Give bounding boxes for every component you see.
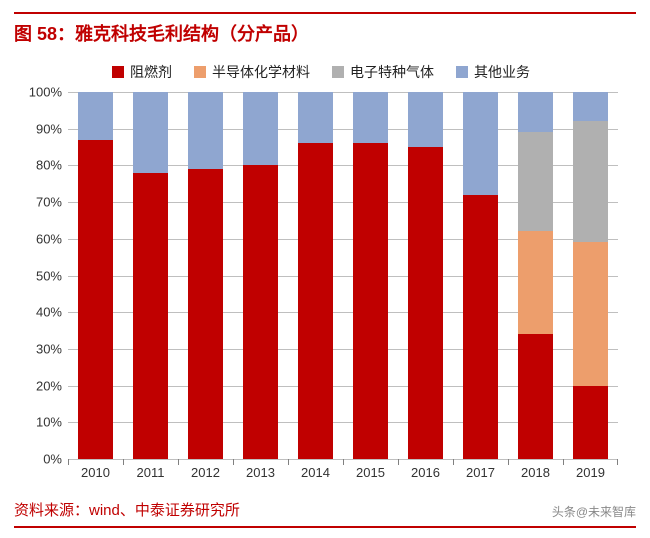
bar-slot [178,92,233,459]
bar-segment [133,92,167,173]
x-axis-label: 2019 [563,459,618,485]
x-axis-label: 2017 [453,459,508,485]
x-axis-label: 2018 [508,459,563,485]
bar-segment [408,147,442,459]
bar [188,92,222,459]
bar-segment [573,242,607,385]
bar [78,92,112,459]
bar-segment [518,334,552,459]
y-axis-label: 10% [14,415,62,430]
bar-segment [298,143,332,459]
bar-segment [78,92,112,140]
bar-segment [353,143,387,459]
legend-swatch [456,66,468,78]
bar-segment [133,173,167,459]
x-axis-label: 2014 [288,459,343,485]
bar-segment [298,92,332,143]
legend-item: 电子特种气体 [332,62,434,82]
source-label: 资料来源：wind、中泰证券研究所 [14,491,636,528]
bar-segment [463,195,497,459]
bar-segment [518,231,552,334]
bar-segment [518,92,552,132]
y-axis-label: 60% [14,231,62,246]
x-axis-label: 2015 [343,459,398,485]
x-axis-label: 2010 [68,459,123,485]
y-axis-label: 100% [14,85,62,100]
legend-label: 阻燃剂 [130,62,172,82]
chart-container: 阻燃剂半导体化学材料电子特种气体其他业务 0%10%20%30%40%50%60… [14,52,636,485]
bar [353,92,387,459]
bar-slot [343,92,398,459]
bar [408,92,442,459]
legend: 阻燃剂 半导体化学材料 电子特种气体 其他业务 [14,62,628,82]
bar-segment [353,92,387,143]
y-axis-label: 50% [14,268,62,283]
x-axis-label: 2012 [178,459,233,485]
bar-slot [398,92,453,459]
y-axis-label: 0% [14,452,62,467]
bar-slot [563,92,618,459]
title-bar: 图 58：雅克科技毛利结构（分产品） [14,12,636,46]
bar [573,92,607,459]
bar [463,92,497,459]
legend-label: 电子特种气体 [350,62,434,82]
legend-swatch [332,66,344,78]
legend-swatch [112,66,124,78]
chart-title: 图 58：雅克科技毛利结构（分产品） [14,20,636,46]
y-axis-label: 30% [14,341,62,356]
bar [298,92,332,459]
bar-segment [78,140,112,459]
y-axis-label: 40% [14,305,62,320]
legend-label: 其他业务 [474,62,530,82]
bar-segment [188,169,222,459]
y-axis-label: 20% [14,378,62,393]
bar-slot [233,92,288,459]
bar-segment [463,92,497,195]
bar-segment [518,132,552,231]
legend-swatch [194,66,206,78]
x-axis-label: 2011 [123,459,178,485]
watermark: 头条@未来智库 [552,503,636,520]
legend-item: 阻燃剂 [112,62,172,82]
y-axis-label: 80% [14,158,62,173]
bar-segment [573,92,607,121]
legend-item: 其他业务 [456,62,530,82]
bar-slot [288,92,343,459]
x-axis-labels: 2010201120122013201420152016201720182019 [68,459,618,485]
bar-slot [123,92,178,459]
x-axis-label: 2013 [233,459,288,485]
legend-item: 半导体化学材料 [194,62,310,82]
bar-segment [408,92,442,147]
bar-segment [188,92,222,169]
bars [68,92,618,459]
bar-segment [573,386,607,459]
legend-label: 半导体化学材料 [212,62,310,82]
bar [133,92,167,459]
bar-slot [68,92,123,459]
bar-slot [508,92,563,459]
bar [243,92,277,459]
plot-area: 0%10%20%30%40%50%60%70%80%90%100% 201020… [68,92,618,485]
bar-segment [243,165,277,459]
bar-segment [573,121,607,242]
bar-slot [453,92,508,459]
bar-segment [243,92,277,165]
bar [518,92,552,459]
y-axis-label: 90% [14,121,62,136]
y-axis-label: 70% [14,195,62,210]
x-axis-label: 2016 [398,459,453,485]
